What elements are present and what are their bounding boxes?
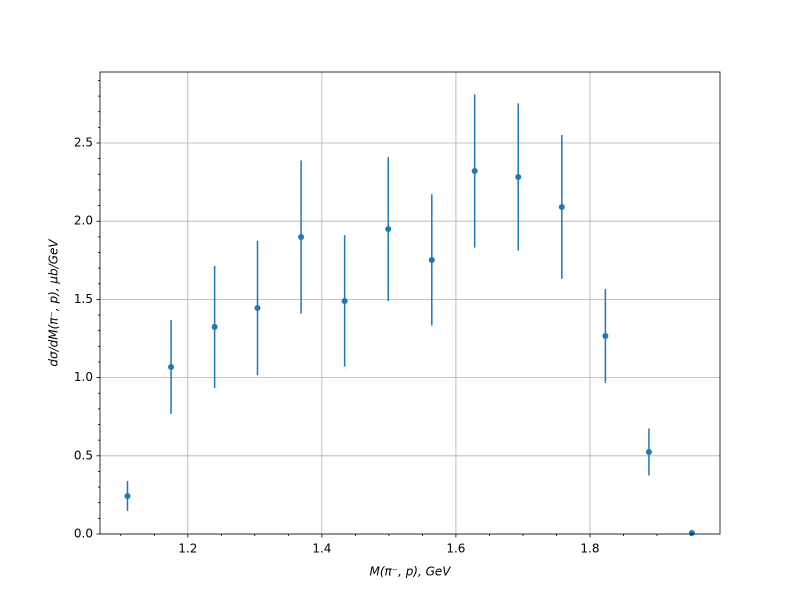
data-point <box>211 323 218 330</box>
y-tick-label: 1.0 <box>74 370 93 384</box>
y-tick-label: 2.5 <box>74 136 93 150</box>
y-tick-label: 0.0 <box>74 527 93 541</box>
y-tick-label: 2.0 <box>74 214 93 228</box>
y-tick-label: 0.5 <box>74 448 93 462</box>
data-point <box>515 173 522 180</box>
x-tick-label: 1.8 <box>580 542 599 556</box>
data-point <box>298 234 305 240</box>
data-point <box>558 203 565 210</box>
data-point <box>254 305 261 312</box>
data-point <box>471 168 478 174</box>
data-point <box>602 333 609 339</box>
y-axis-label: dσ/dM(π⁻, p), μb/GeV <box>47 239 61 367</box>
plot-frame <box>99 71 721 535</box>
x-tick-label: 1.4 <box>312 542 331 556</box>
x-tick-label: 1.6 <box>446 542 465 556</box>
data-point <box>168 363 175 370</box>
x-axis-label: M(π⁻, p), GeV <box>369 565 451 579</box>
data-point <box>645 449 652 456</box>
data-point <box>428 256 435 263</box>
data-point <box>341 297 348 304</box>
data-point <box>124 492 131 499</box>
y-tick-label: 1.5 <box>74 292 93 306</box>
data-point <box>385 226 392 233</box>
data-point <box>688 530 695 537</box>
x-tick-label: 1.2 <box>178 542 197 556</box>
